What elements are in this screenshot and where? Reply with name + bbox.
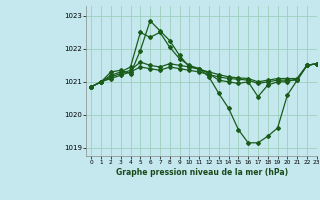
X-axis label: Graphe pression niveau de la mer (hPa): Graphe pression niveau de la mer (hPa)	[116, 168, 288, 177]
